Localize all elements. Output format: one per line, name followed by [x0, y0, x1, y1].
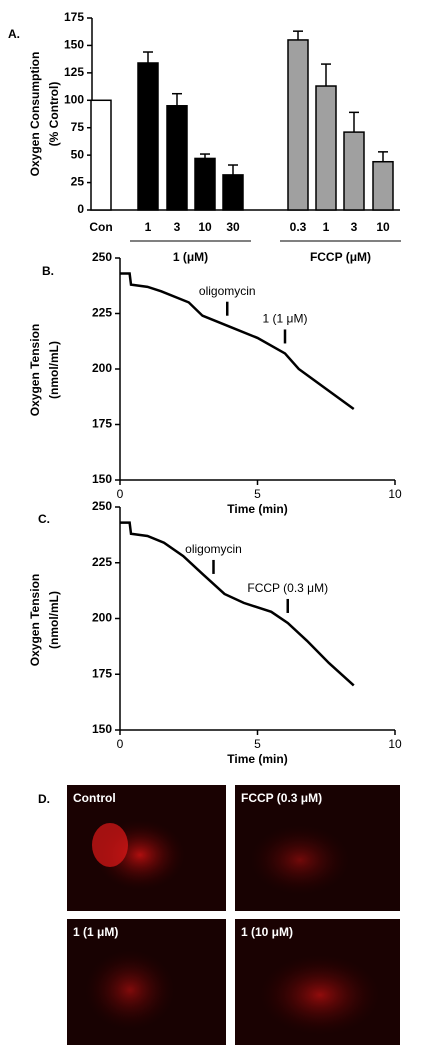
y-tick-label: 225 — [92, 555, 112, 569]
y-axis-label: Oxygen Tension — [28, 324, 42, 416]
y-tick-label: 175 — [92, 417, 112, 431]
bar — [372, 160, 394, 211]
y-axis-label: Oxygen Tension — [28, 574, 42, 666]
y-tick-label: 200 — [92, 611, 112, 625]
y-tick-label: 150 — [64, 38, 84, 52]
cell — [92, 823, 128, 867]
group-label: 1 (μM) — [173, 250, 208, 264]
bar — [166, 105, 188, 211]
bar — [343, 131, 365, 211]
panel-label: B. — [42, 264, 54, 278]
x-tick-label: 10 — [388, 737, 402, 751]
x-tick-label: 0 — [117, 737, 124, 751]
x-tick-label: 1 — [145, 220, 152, 234]
x-tick-label: 5 — [254, 487, 261, 501]
y-tick-label: 75 — [71, 120, 85, 134]
bar — [315, 85, 337, 211]
annotation: oligomycin — [199, 284, 256, 298]
x-tick-label: 0.3 — [290, 220, 307, 234]
x-tick-label: 3 — [351, 220, 358, 234]
bar — [137, 62, 159, 211]
y-tick-label: 25 — [71, 175, 85, 189]
x-tick-label: 30 — [226, 220, 240, 234]
trace — [120, 521, 355, 687]
x-tick-label: 10 — [388, 487, 402, 501]
y-tick-label: 175 — [92, 666, 112, 680]
x-tick-label: 0 — [117, 487, 124, 501]
panel-label: C. — [38, 512, 50, 526]
bar — [287, 39, 309, 211]
x-axis-label: Time (min) — [227, 502, 287, 516]
image-label: FCCP (0.3 μM) — [241, 791, 322, 805]
x-tick-label: 10 — [376, 220, 390, 234]
image-label: 1 (10 μM) — [241, 925, 293, 939]
y-axis-label: Oxygen Consumption — [28, 52, 42, 177]
micrographs — [67, 785, 400, 1045]
image-label: Control — [73, 791, 116, 805]
y-axis-label: (nmol/mL) — [47, 591, 61, 649]
x-tick-label: Con — [89, 220, 112, 234]
y-tick-label: 100 — [64, 92, 84, 106]
cell — [85, 950, 175, 1030]
cell — [260, 955, 380, 1035]
annotation: 1 (1 μM) — [263, 312, 308, 326]
y-tick-label: 150 — [92, 472, 112, 486]
panel-label: D. — [38, 792, 50, 806]
x-tick-label: 5 — [254, 737, 261, 751]
cell — [250, 825, 350, 895]
x-axis-label: Time (min) — [227, 752, 287, 766]
y-axis-label: (nmol/mL) — [47, 341, 61, 399]
annotation: FCCP (0.3 μM) — [247, 581, 328, 595]
bar — [194, 157, 216, 211]
y-tick-label: 250 — [92, 499, 112, 513]
bar — [90, 99, 112, 211]
panel-label: A. — [8, 27, 20, 41]
annotation: oligomycin — [185, 542, 242, 556]
y-tick-label: 225 — [92, 306, 112, 320]
image-label: 1 (1 μM) — [73, 925, 118, 939]
trace — [120, 272, 355, 410]
x-tick-label: 10 — [198, 220, 212, 234]
y-tick-label: 50 — [71, 147, 85, 161]
x-tick-label: 3 — [174, 220, 181, 234]
y-tick-label: 125 — [64, 65, 84, 79]
y-tick-label: 175 — [64, 10, 84, 24]
bar — [222, 174, 244, 211]
y-tick-label: 0 — [77, 202, 84, 216]
y-axis-label: (% Control) — [47, 82, 61, 147]
y-tick-label: 150 — [92, 722, 112, 736]
y-tick-label: 250 — [92, 250, 112, 264]
x-tick-label: 1 — [323, 220, 330, 234]
group-label: FCCP (μM) — [310, 250, 371, 264]
y-tick-label: 200 — [92, 361, 112, 375]
